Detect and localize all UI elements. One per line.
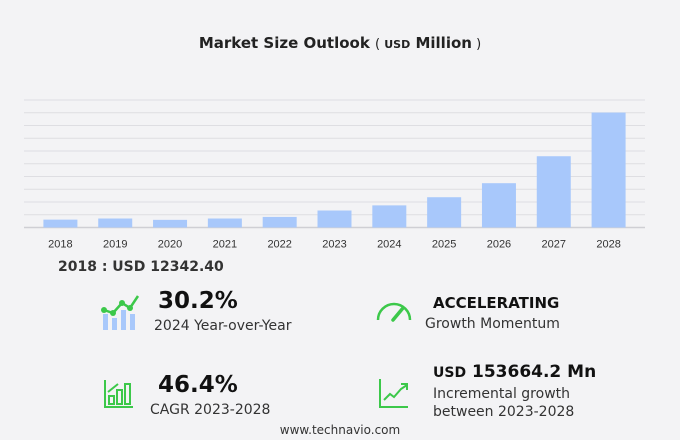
x-tick-label: 2028 xyxy=(596,239,620,251)
x-tick-label: 2026 xyxy=(487,239,511,251)
momentum-label: Growth Momentum xyxy=(425,316,560,332)
bar-2023 xyxy=(317,210,352,228)
bar-2020 xyxy=(153,219,188,228)
x-tick-label: 2023 xyxy=(322,239,346,251)
bar-2024 xyxy=(372,205,407,228)
bar-chart: 2018 2019 2020 2021 2022 2023 2024 2025 2026 2027… xyxy=(24,99,645,251)
bar-2026 xyxy=(481,183,516,228)
bar-growth-icon xyxy=(104,380,133,408)
unit-small: USD xyxy=(384,38,411,51)
cagr-label: CAGR 2023-2028 xyxy=(150,402,271,418)
growth-chart-icon xyxy=(101,295,140,330)
unit-close: ) xyxy=(471,37,482,52)
incremental-number: 153664.2 Mn xyxy=(472,362,597,382)
bar-2027 xyxy=(536,156,571,228)
momentum-value: ACCELERATING xyxy=(433,294,560,312)
bar-2028 xyxy=(591,112,626,228)
x-tick-label: 2025 xyxy=(432,239,456,251)
yoy-value: 30.2% xyxy=(158,288,238,314)
x-tick-label: 2020 xyxy=(158,239,182,251)
x-tick-label: 2021 xyxy=(213,239,237,251)
incremental-prefix: USD xyxy=(433,365,467,381)
trend-line-icon xyxy=(379,379,408,408)
incremental-value: USD 153664.2 Mn xyxy=(433,362,596,382)
title-main: Market Size Outlook xyxy=(198,34,370,52)
speedometer-icon xyxy=(376,302,412,322)
incremental-label-2: between 2023-2028 xyxy=(433,404,575,420)
base-year-value: 2018 : USD 12342.40 xyxy=(58,259,224,275)
chart-title: Market Size Outlook ( USD Million ) xyxy=(0,34,680,52)
bar-2025 xyxy=(427,197,462,228)
unit-big: Million xyxy=(410,34,472,52)
bar-2019 xyxy=(98,218,133,228)
footer-url[interactable]: www.technavio.com xyxy=(279,423,401,437)
yoy-label: 2024 Year-over-Year xyxy=(154,318,292,334)
x-tick-label: 2018 xyxy=(48,239,72,251)
incremental-label-1: Incremental growth xyxy=(433,386,571,402)
unit-open: ( xyxy=(375,37,385,52)
bar-2018 xyxy=(43,219,78,228)
x-tick-label: 2019 xyxy=(103,239,127,251)
bar-2022 xyxy=(262,216,297,228)
x-tick-label: 2022 xyxy=(267,239,291,251)
x-tick-label: 2024 xyxy=(377,239,401,251)
cagr-value: 46.4% xyxy=(158,372,238,398)
x-tick-label: 2027 xyxy=(542,239,566,251)
bar-2021 xyxy=(207,218,242,228)
